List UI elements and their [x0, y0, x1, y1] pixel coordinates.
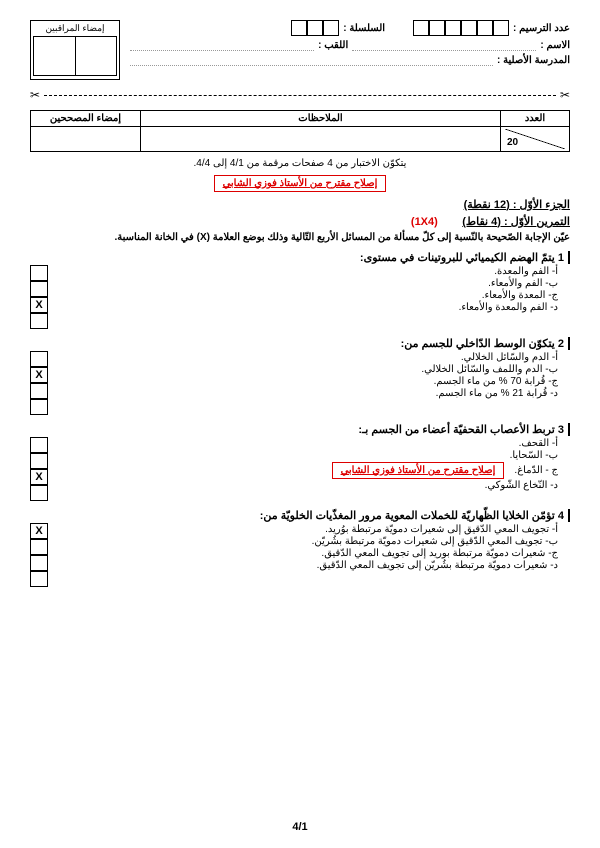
question-option: د- شعيرات دمويّة مرتبطة بشُريّن إلى تجوي… [58, 560, 570, 571]
question-block: 1 يتمّ الهضم الكيميائي للبروتينات في مست… [30, 251, 570, 329]
grade-table: العدد الملاحظات إمضاء المصححين 20 [30, 110, 570, 152]
red-notice-inline: إصلاح مقترح من الأستاذ فوزي الشابي [332, 462, 505, 479]
silsila-boxes [291, 20, 339, 36]
answer-box[interactable] [30, 555, 48, 571]
scissor-icon: ✂ [560, 88, 570, 102]
sig-cell [31, 127, 141, 152]
red-notice-text: إصلاح مقترح من الأستاذ فوزي الشابي [214, 175, 387, 192]
question-block: 4 تؤمّن الخلايا الظّهاريّة للخملات المعو… [30, 509, 570, 587]
name-label: الاسم : [540, 40, 570, 51]
answer-box[interactable] [30, 453, 48, 469]
answer-box[interactable] [30, 351, 48, 367]
question-title: 1 يتمّ الهضم الكيميائي للبروتينات في مست… [58, 251, 570, 264]
name-line [352, 41, 536, 51]
page: عدد الترسيم : السلسلة : الاسم : اللقب : … [0, 0, 600, 848]
answer-box[interactable] [30, 281, 48, 297]
ex1-instruction: عيّن الإجابة الصّحيحة بالنّسبة إلى كلّ م… [30, 232, 570, 243]
question-option: ج- المعدة والأمعاء. [58, 290, 570, 301]
answer-box[interactable] [30, 437, 48, 453]
answer-box[interactable]: X [30, 523, 48, 539]
surname-label: اللقب : [318, 40, 348, 51]
cut-line-row: ✂ ✂ [30, 88, 570, 102]
ex1-marks: (1X4) [411, 216, 438, 228]
question-option: ج - الدّماغ.إصلاح مقترح من الأستاذ فوزي … [58, 462, 570, 479]
question-option: د- النّخاع الشّوكي. [58, 480, 570, 491]
answer-column: X [30, 423, 48, 501]
answer-box[interactable] [30, 313, 48, 329]
col-number: العدد [501, 111, 570, 127]
notes-cell [141, 127, 501, 152]
answer-box[interactable] [30, 571, 48, 587]
answer-box[interactable] [30, 485, 48, 501]
question-option: ب- الفم والأمعاء. [58, 278, 570, 289]
answer-box[interactable] [30, 383, 48, 399]
question-option: ج- قُرابة 70 % من ماء الجسم. [58, 376, 570, 387]
answer-box[interactable]: X [30, 367, 48, 383]
question-option: ب- الدم واللمف والسّائل الخلالي. [58, 364, 570, 375]
silsila-label: السلسلة : [343, 23, 385, 34]
answer-box[interactable]: X [30, 469, 48, 485]
answer-column: X [30, 509, 48, 587]
question-option: أ- الدم والسّائل الخلالي. [58, 352, 570, 363]
header: عدد الترسيم : السلسلة : الاسم : اللقب : … [30, 20, 570, 80]
question-option: أ- تجويف المعي الدّقيق إلى شعيرات دمويّة… [58, 524, 570, 535]
school-label: المدرسة الأصلية : [497, 55, 570, 66]
page-footer: 4/1 [0, 821, 600, 833]
supervisor-sig-label: إمضاء المراقبين [33, 23, 117, 34]
grade-cell: 20 [501, 127, 570, 152]
question-option: د- الفم والمعدة والأمعاء. [58, 302, 570, 313]
answer-column: X [30, 251, 48, 329]
ex1-title: التمرين الأوّل : (4 نقاط) (1X4) [30, 215, 570, 228]
question-option: ب- تجويف المعي الدّقيق إلى شعيرات دمويّة… [58, 536, 570, 547]
part1-title: الجزء الأوّل : (12 نقطة) [30, 198, 570, 211]
question-option: د- قُرابة 21 % من ماء الجسم. [58, 388, 570, 399]
red-notice-box: إصلاح مقترح من الأستاذ فوزي الشابي [30, 175, 570, 192]
answer-box[interactable] [30, 265, 48, 281]
questions-container: 1 يتمّ الهضم الكيميائي للبروتينات في مست… [30, 251, 570, 587]
question-option: ج- شعيرات دمويّة مرتبطة بوريد إلى تجويف … [58, 548, 570, 559]
col-sig: إمضاء المصححين [31, 111, 141, 127]
answer-box[interactable] [30, 399, 48, 415]
question-title: 3 تربط الأعصاب القحفيّة أعضاء من الجسم ب… [58, 423, 570, 436]
question-option: أ- القحف. [58, 438, 570, 449]
tarassim-label: عدد الترسيم : [513, 23, 570, 34]
page-note: يتكوّن الاختبار من 4 صفحات مرقمة من 4/1 … [30, 158, 570, 169]
question-option: أ- الفم والمعدة. [58, 266, 570, 277]
question-block: 2 يتكوّن الوسط الدّاخلي للجسم من: أ- الدم… [30, 337, 570, 415]
answer-box[interactable]: X [30, 297, 48, 313]
question-block: 3 تربط الأعصاب القحفيّة أعضاء من الجسم ب… [30, 423, 570, 501]
answer-column: X [30, 337, 48, 415]
supervisor-signature-box: إمضاء المراقبين [30, 20, 120, 80]
school-line [130, 56, 493, 66]
question-title: 2 يتكوّن الوسط الدّاخلي للجسم من: [58, 337, 570, 350]
id-fields: عدد الترسيم : السلسلة : الاسم : اللقب : … [130, 20, 570, 70]
answer-box[interactable] [30, 539, 48, 555]
question-title: 4 تؤمّن الخلايا الظّهاريّة للخملات المعو… [58, 509, 570, 522]
tarassim-boxes [413, 20, 509, 36]
scissor-icon: ✂ [30, 88, 40, 102]
col-notes: الملاحظات [141, 111, 501, 127]
question-option: ب- السّحايا. [58, 450, 570, 461]
surname-line [130, 41, 314, 51]
